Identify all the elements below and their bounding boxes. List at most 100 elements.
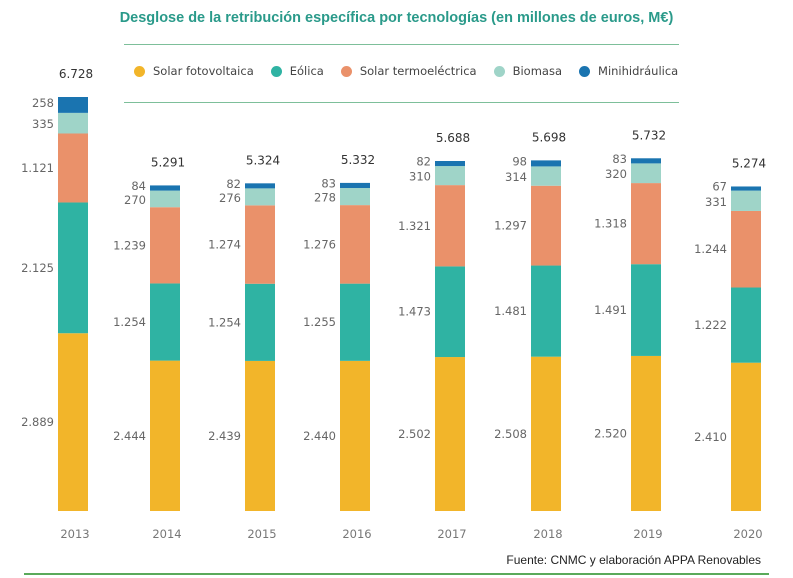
value-label-solar-fotovoltaica-2020: 2.410 [694, 430, 727, 444]
bar-segment-eolica-2016 [340, 283, 370, 361]
bar-segment-eolica-2019 [631, 264, 661, 356]
value-label-minihidraulica-2020: 67 [712, 180, 727, 194]
x-tick-label-2016: 2016 [342, 527, 371, 541]
x-tick-label-2015: 2015 [247, 527, 276, 541]
bar-segment-solar-termoelectrica-2017 [435, 185, 465, 267]
bar-segment-solar-fotovoltaica-2014 [150, 360, 180, 511]
total-label-2018: 5.698 [532, 130, 566, 144]
value-label-minihidraulica-2019: 83 [612, 152, 627, 166]
bar-segment-minihidraulica-2016 [340, 182, 370, 189]
value-label-solar-fotovoltaica-2018: 2.508 [494, 427, 527, 441]
chart-title: Desglose de la retribución específica po… [119, 10, 674, 26]
legend-swatch [579, 65, 591, 77]
bar-2015 [245, 183, 275, 511]
total-label-2017: 5.688 [436, 131, 470, 145]
value-label-eolica-2014: 1.254 [113, 315, 146, 329]
legend-item-minihidraulica: Minihidráulica [579, 64, 678, 78]
bar-segment-minihidraulica-2018 [531, 160, 561, 167]
bar-segment-solar-fotovoltaica-2020 [731, 362, 761, 511]
total-label-2016: 5.332 [341, 153, 375, 167]
value-label-eolica-2020: 1.222 [694, 318, 727, 332]
legend: Solar fotovoltaica Eólica Solar termoelé… [134, 64, 695, 78]
x-tick-label-2014: 2014 [152, 527, 181, 541]
value-label-solar-termoelectrica-2015: 1.274 [208, 238, 241, 252]
value-label-biomasa-2013: 335 [32, 117, 54, 131]
legend-swatch [493, 65, 505, 77]
value-label-solar-fotovoltaica-2015: 2.439 [208, 429, 241, 443]
legend-item-solar-termoelectrica: Solar termoeléctrica [340, 64, 477, 78]
bar-segment-biomasa-2017 [435, 166, 465, 186]
bar-2019 [631, 158, 661, 511]
value-label-solar-termoelectrica-2018: 1.297 [494, 219, 527, 233]
bar-segment-solar-termoelectrica-2015 [245, 205, 275, 284]
x-tick-label-2020: 2020 [733, 527, 762, 541]
bar-2018 [531, 160, 561, 511]
value-label-solar-fotovoltaica-2019: 2.520 [594, 426, 627, 440]
source-note: Fuente: CNMC y elaboración APPA Renovabl… [506, 553, 761, 567]
bar-segment-solar-fotovoltaica-2018 [531, 356, 561, 511]
bar-segment-solar-termoelectrica-2016 [340, 205, 370, 284]
value-label-minihidraulica-2014: 84 [131, 179, 146, 193]
value-label-minihidraulica-2015: 82 [226, 177, 241, 191]
bar-segment-solar-termoelectrica-2020 [731, 210, 761, 288]
value-label-minihidraulica-2017: 82 [416, 155, 431, 169]
value-label-solar-fotovoltaica-2014: 2.444 [113, 429, 146, 443]
legend-item-biomasa: Biomasa [493, 64, 562, 78]
title-divider [124, 44, 679, 45]
value-label-biomasa-2017: 310 [409, 170, 431, 184]
value-label-eolica-2016: 1.255 [303, 315, 336, 329]
value-label-minihidraulica-2013: 258 [32, 96, 54, 110]
bar-2017 [435, 160, 465, 511]
value-label-biomasa-2018: 314 [505, 170, 527, 184]
bar-2013 [58, 97, 88, 511]
bar-segment-eolica-2018 [531, 265, 561, 357]
legend-swatch [340, 65, 352, 77]
value-label-solar-termoelectrica-2014: 1.239 [113, 238, 146, 252]
value-label-eolica-2019: 1.491 [594, 303, 627, 317]
legend-label: Solar termoeléctrica [359, 64, 477, 78]
bar-segment-biomasa-2013 [58, 112, 88, 134]
bar-segment-eolica-2020 [731, 287, 761, 363]
x-tick-label-2018: 2018 [533, 527, 562, 541]
value-label-biomasa-2019: 320 [605, 167, 627, 181]
total-label-2013: 6.728 [59, 67, 93, 81]
total-label-2015: 5.324 [246, 153, 280, 167]
bar-segment-biomasa-2018 [531, 166, 561, 186]
bar-segment-eolica-2014 [150, 283, 180, 361]
x-tick-label-2019: 2019 [633, 527, 662, 541]
bar-segment-solar-termoelectrica-2019 [631, 183, 661, 265]
legend-item-eolica: Eólica [270, 64, 324, 78]
bar-segment-solar-termoelectrica-2013 [58, 133, 88, 203]
bar-segment-solar-termoelectrica-2018 [531, 185, 561, 266]
bar-segment-biomasa-2014 [150, 190, 180, 208]
value-label-solar-termoelectrica-2020: 1.244 [694, 242, 727, 256]
footer-divider [24, 573, 769, 575]
value-label-solar-fotovoltaica-2016: 2.440 [303, 429, 336, 443]
value-label-eolica-2013: 2.125 [21, 261, 54, 275]
bar-segment-solar-fotovoltaica-2016 [340, 360, 370, 511]
value-label-solar-fotovoltaica-2013: 2.889 [21, 415, 54, 429]
bar-segment-solar-termoelectrica-2014 [150, 207, 180, 284]
value-label-eolica-2018: 1.481 [494, 304, 527, 318]
bar-segment-eolica-2015 [245, 283, 275, 361]
bar-segment-eolica-2017 [435, 266, 465, 358]
legend-label: Solar fotovoltaica [153, 64, 254, 78]
legend-divider [124, 102, 679, 103]
value-label-solar-termoelectrica-2019: 1.318 [594, 217, 627, 231]
value-label-solar-termoelectrica-2017: 1.321 [398, 219, 431, 233]
legend-label: Minihidráulica [598, 64, 679, 78]
total-label-2014: 5.291 [151, 155, 185, 169]
x-tick-label-2017: 2017 [437, 527, 466, 541]
x-tick-label-2013: 2013 [60, 527, 89, 541]
total-label-2020: 5.274 [732, 156, 766, 170]
value-label-solar-termoelectrica-2013: 1.121 [21, 161, 54, 175]
bar-segment-biomasa-2016 [340, 188, 370, 206]
value-label-biomasa-2020: 331 [705, 195, 727, 209]
labels-group: 2.889 2.125 1.121 335 258 6.728 2013 2.444 1.254… [21, 67, 766, 541]
value-label-solar-fotovoltaica-2017: 2.502 [398, 427, 431, 441]
bar-segment-solar-fotovoltaica-2015 [245, 360, 275, 511]
value-label-eolica-2017: 1.473 [398, 305, 431, 319]
bar-segment-solar-fotovoltaica-2017 [435, 357, 465, 511]
value-label-biomasa-2016: 278 [314, 191, 336, 205]
